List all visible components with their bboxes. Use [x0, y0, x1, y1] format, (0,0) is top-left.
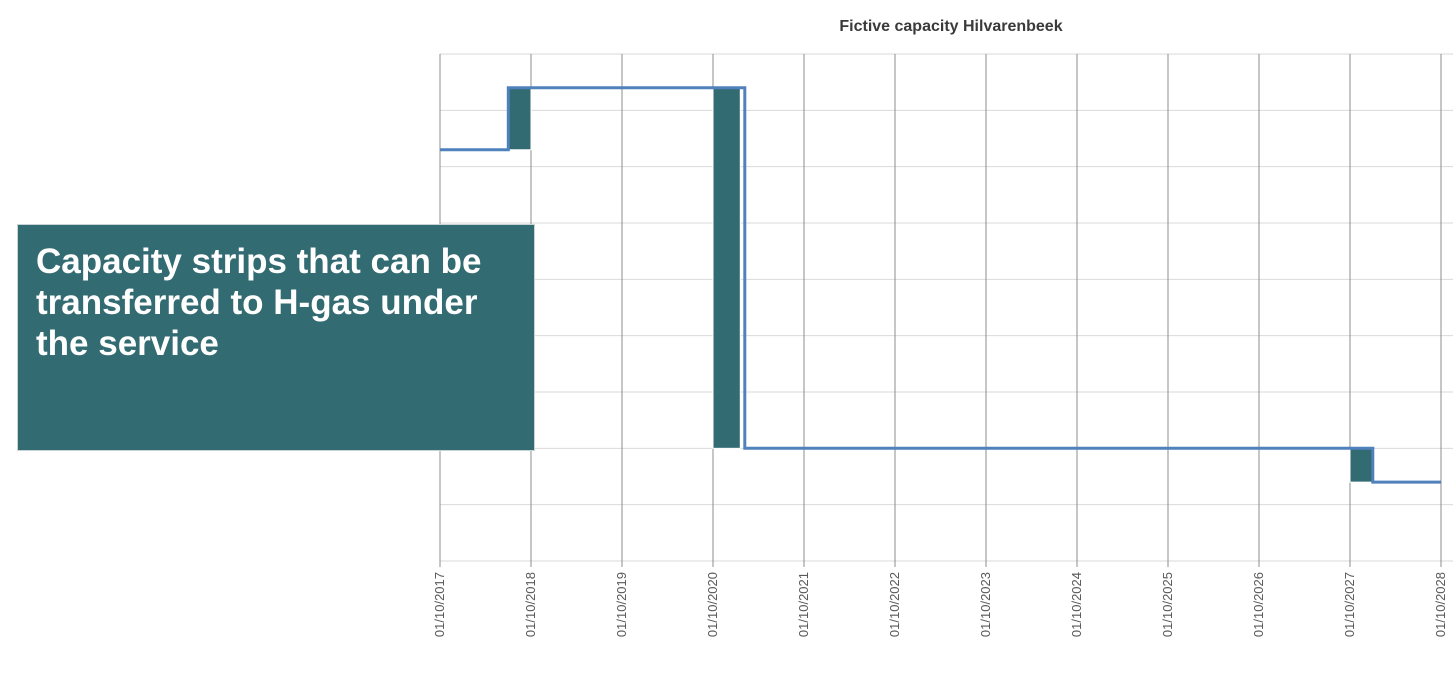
x-axis-ticks: 01/10/2017 01/10/2018 01/10/2019 01/10/2020… — [432, 572, 1448, 637]
x-tick-label: 01/10/2023 — [978, 572, 993, 637]
capacity-line — [440, 86, 1441, 484]
x-tick-label: 01/10/2025 — [1160, 572, 1175, 637]
x-tick-label: 01/10/2021 — [796, 572, 811, 637]
x-tick-label: 01/10/2022 — [887, 572, 902, 637]
grid — [439, 53, 1453, 567]
x-tick-label: 01/10/2017 — [432, 572, 447, 637]
capacity-strip — [712, 87, 741, 449]
x-tick-label: 01/10/2020 — [705, 572, 720, 637]
x-tick-label: 01/10/2018 — [523, 572, 538, 637]
callout-text: Capacity strips that can be transferred … — [36, 242, 482, 363]
capacity-strip — [1349, 447, 1374, 483]
x-tick-label: 01/10/2024 — [1069, 572, 1084, 637]
callout-box: Capacity strips that can be transferred … — [17, 224, 535, 451]
x-tick-label: 01/10/2028 — [1433, 572, 1448, 637]
x-tick-label: 01/10/2027 — [1342, 572, 1357, 637]
capacity-strip — [507, 87, 532, 151]
x-tick-label: 01/10/2026 — [1251, 572, 1266, 637]
chart-title: Fictive capacity Hilvarenbeek — [839, 18, 1062, 35]
capacity-strips — [507, 87, 1374, 483]
x-tick-label: 01/10/2019 — [614, 572, 629, 637]
capacity-series-line — [440, 86, 1441, 484]
